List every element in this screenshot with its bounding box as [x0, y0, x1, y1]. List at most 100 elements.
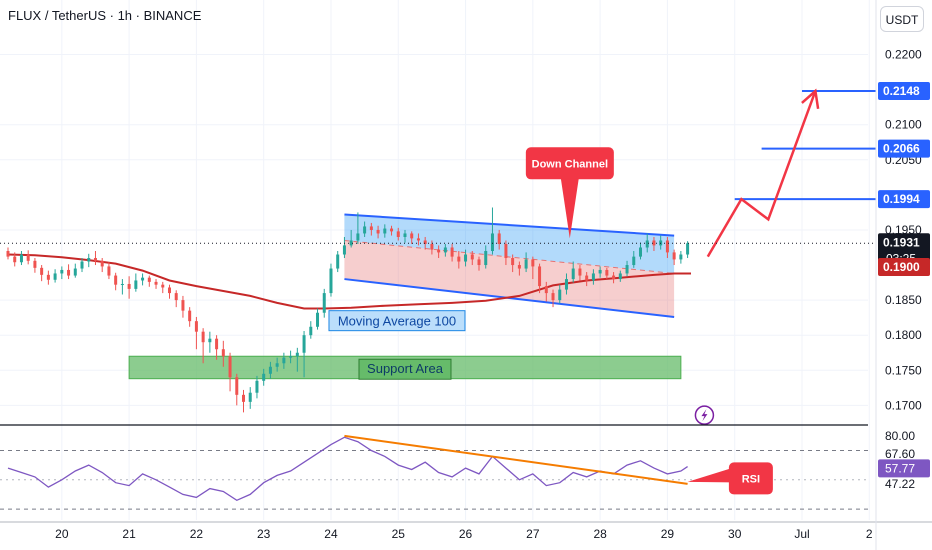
x-tick-label-10: 30: [728, 527, 742, 541]
candle-body-20: [141, 277, 145, 281]
candle-body-5: [40, 267, 44, 275]
candle-body-90: [612, 275, 616, 280]
candle-body-10: [73, 268, 77, 276]
y-tick-label-6: 0.1750: [885, 363, 922, 377]
candle-body-27: [188, 310, 192, 322]
rsi-trendline: [344, 434, 688, 485]
rsi-value-badge: [878, 459, 930, 478]
candle-body-37: [255, 380, 259, 393]
ma-value-label: 0.1900: [883, 260, 920, 274]
target-level-label-1: 0.2066: [883, 142, 920, 156]
candle-body-2: [19, 254, 23, 263]
channel-upper-fill: [344, 214, 675, 274]
candle-body-24: [167, 287, 171, 294]
candle-body-18: [127, 283, 131, 289]
candle-body-87: [591, 273, 595, 281]
candle-body-34: [235, 377, 239, 395]
candle-body-51: [349, 240, 353, 246]
candle-body-19: [134, 280, 138, 289]
rsi-tick-label-1: 67.60: [885, 447, 915, 461]
candle-body-47: [322, 293, 326, 313]
candle-body-95: [645, 240, 649, 248]
chart-title: FLUX / TetherUS · 1h · BINANCE: [8, 8, 202, 23]
channel-lower-fill: [344, 240, 675, 317]
rsi-tick-label-2: 57.77: [885, 461, 915, 475]
candle-body-89: [605, 269, 609, 276]
candle-body-6: [46, 274, 50, 280]
currency-selector[interactable]: USDT: [880, 6, 924, 32]
candle-body-12: [87, 258, 91, 262]
candle-body-67: [457, 256, 461, 262]
candle-body-83: [564, 279, 568, 290]
candle-body-63: [430, 243, 434, 250]
candle-body-69: [470, 254, 474, 260]
candle-body-35: [242, 394, 246, 402]
x-tick-label-0: 20: [55, 527, 69, 541]
x-tick-label-5: 25: [392, 527, 406, 541]
candle-body-4: [33, 260, 37, 268]
candle-body-75: [511, 258, 515, 266]
candle-body-33: [228, 356, 232, 378]
candle-body-30: [208, 338, 212, 343]
candle-body-78: [531, 259, 535, 267]
down-channel-label: Down Channel: [532, 158, 608, 170]
candle-body-40: [275, 363, 279, 367]
candle-body-54: [369, 226, 373, 230]
candle-body-14: [100, 260, 104, 267]
y-tick-label-7: 0.1700: [885, 398, 922, 412]
candle-body-48: [329, 268, 333, 294]
candle-body-65: [443, 247, 447, 253]
lightning-icon-glyph: [701, 409, 708, 422]
y-tick-label-1: 0.2100: [885, 118, 922, 132]
candle-body-59: [403, 233, 407, 237]
candle-body-68: [464, 254, 468, 262]
candle-body-45: [309, 326, 313, 336]
candle-body-8: [60, 269, 64, 274]
candle-body-62: [423, 240, 427, 244]
candle-body-58: [396, 231, 400, 237]
candle-body-66: [450, 247, 454, 257]
candle-body-81: [551, 293, 555, 301]
down-channel-callout-box: [525, 147, 614, 180]
candle-body-94: [638, 247, 642, 257]
candle-body-60: [410, 233, 414, 239]
candle-body-15: [107, 266, 111, 276]
candle-body-101: [686, 243, 690, 255]
rsi-callout-box: [728, 462, 773, 495]
candle-body-1: [13, 256, 17, 263]
rsi-callout-pointer: [687, 468, 731, 483]
candle-body-13: [93, 258, 97, 261]
candle-body-43: [295, 352, 299, 357]
candle-body-77: [524, 259, 528, 269]
x-tick-label-6: 26: [459, 527, 473, 541]
candle-body-31: [215, 338, 219, 350]
candle-body-86: [585, 275, 589, 281]
projection-path: [706, 90, 817, 258]
candle-body-42: [289, 356, 293, 358]
candle-body-32: [221, 349, 225, 357]
candle-body-36: [248, 392, 252, 402]
candle-body-82: [558, 289, 562, 301]
y-tick-label-4: 0.1850: [885, 293, 922, 307]
candle-body-73: [497, 233, 501, 244]
candle-body-39: [268, 366, 272, 374]
candle-body-72: [490, 233, 494, 252]
projection-arrowhead: [801, 88, 820, 109]
x-tick-label-12: 2: [866, 527, 873, 541]
candle-body-44: [302, 335, 306, 353]
target-level-label-0: 0.2148: [883, 84, 920, 98]
y-tick-label-5: 0.1800: [885, 328, 922, 342]
candle-body-46: [316, 312, 320, 327]
x-tick-label-9: 29: [661, 527, 675, 541]
ma-label: Moving Average 100: [338, 314, 456, 329]
x-tick-label-1: 21: [122, 527, 136, 541]
x-tick-label-11: Jul: [794, 527, 809, 541]
target-level-label-2: 0.1994: [883, 192, 920, 206]
candle-body-100: [679, 254, 683, 260]
price-badge-value: 0.1931: [883, 235, 920, 249]
candle-body-17: [120, 283, 124, 285]
candle-body-76: [517, 265, 521, 269]
candle-body-64: [437, 249, 441, 253]
candle-body-55: [376, 229, 380, 234]
